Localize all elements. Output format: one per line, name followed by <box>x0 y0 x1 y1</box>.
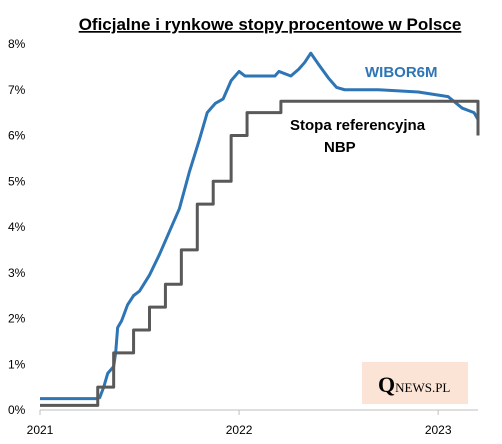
x-tick-label: 2023 <box>425 423 452 437</box>
y-tick-label: 2% <box>8 312 26 326</box>
logo-text: QNEWS.PL <box>378 372 450 397</box>
y-tick-label: 8% <box>8 37 26 51</box>
logo-background <box>362 362 468 404</box>
series-label-nbp-line2: NBP <box>324 139 356 156</box>
qnews-logo: QNEWS.PL <box>362 362 468 404</box>
x-tick-label: 2021 <box>27 423 54 437</box>
series-group <box>40 51 480 407</box>
series-line-wibor6m <box>40 51 480 401</box>
y-tick-label: 0% <box>8 403 26 417</box>
series-label-nbp-line1: Stopa referencyjna <box>290 117 426 134</box>
logo-q: Q <box>378 372 395 397</box>
series-line-stopa-referencyjna-nbp <box>40 99 480 407</box>
y-axis: 0% 1% 2% 3% 4% 5% 6% 7% 8% <box>8 37 26 417</box>
y-tick-label: 4% <box>8 220 26 234</box>
logo-rest: NEWS.PL <box>395 380 450 395</box>
x-tick-label: 2022 <box>226 423 253 437</box>
y-tick-label: 1% <box>8 357 26 371</box>
x-axis: 2021 2022 2023 <box>27 409 478 437</box>
y-tick-label: 3% <box>8 266 26 280</box>
y-tick-label: 7% <box>8 83 26 97</box>
series-label-wibor6m: WIBOR6M <box>365 64 438 81</box>
chart-title: Oficjalne i rynkowe stopy procentowe w P… <box>79 15 462 34</box>
y-tick-label: 6% <box>8 129 26 143</box>
y-tick-label: 5% <box>8 174 26 188</box>
